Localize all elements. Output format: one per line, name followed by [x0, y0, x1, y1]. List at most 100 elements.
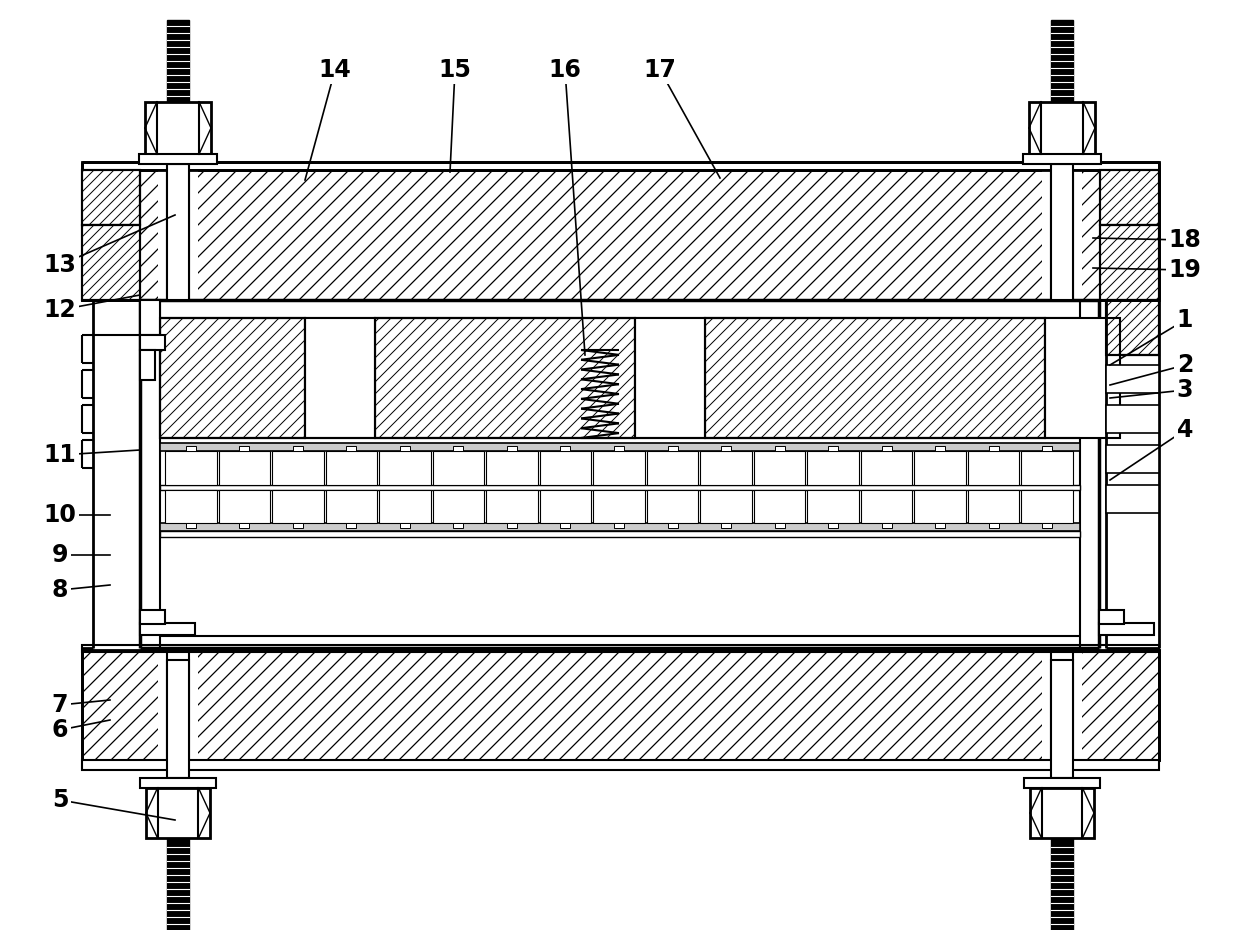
Bar	[139, 154, 217, 164]
Bar	[968, 490, 1019, 523]
Text: 9: 9	[52, 543, 68, 567]
Bar	[861, 451, 913, 485]
Bar	[914, 490, 966, 523]
Bar	[82, 162, 1159, 170]
Bar	[647, 490, 698, 523]
Text: 5: 5	[52, 788, 68, 812]
Bar	[1106, 300, 1159, 355]
Bar	[326, 451, 377, 485]
Bar	[82, 650, 1159, 760]
Bar	[399, 446, 410, 451]
Bar	[165, 451, 217, 485]
Bar	[486, 490, 538, 523]
Text: 16: 16	[548, 58, 582, 82]
Bar	[82, 170, 1159, 300]
Bar	[165, 490, 217, 523]
Bar	[433, 490, 484, 523]
Bar	[82, 170, 1159, 300]
Bar	[1022, 490, 1073, 523]
Bar	[1099, 610, 1123, 624]
Bar	[1052, 660, 1073, 778]
Bar	[968, 451, 1019, 485]
Bar	[82, 225, 140, 300]
Bar	[593, 451, 645, 485]
Bar	[272, 490, 324, 523]
Text: 18: 18	[1168, 228, 1202, 252]
Bar	[507, 523, 517, 528]
Bar	[167, 838, 188, 930]
Bar	[454, 446, 464, 451]
Text: 3: 3	[1177, 378, 1193, 402]
Bar	[1052, 20, 1073, 102]
Text: 15: 15	[439, 58, 471, 82]
Bar	[239, 523, 249, 528]
Bar	[706, 318, 1045, 438]
Bar	[935, 446, 945, 451]
Bar	[828, 523, 838, 528]
Bar	[82, 650, 1159, 760]
Bar	[82, 225, 140, 300]
Bar	[454, 523, 464, 528]
Bar	[1023, 154, 1101, 164]
Text: 7: 7	[52, 693, 68, 717]
Text: 8: 8	[52, 578, 68, 602]
Bar	[1043, 523, 1053, 528]
Bar	[167, 660, 188, 778]
Bar	[701, 451, 751, 485]
Bar	[82, 170, 140, 225]
Bar	[1106, 365, 1159, 393]
Bar	[293, 446, 303, 451]
Bar	[560, 523, 570, 528]
Bar	[160, 523, 1080, 531]
Bar	[720, 446, 732, 451]
Bar	[293, 523, 303, 528]
Bar	[1100, 170, 1159, 225]
Bar	[346, 523, 356, 528]
Text: 10: 10	[43, 503, 77, 527]
Bar	[1106, 405, 1159, 433]
Bar	[160, 318, 305, 438]
Bar	[935, 523, 945, 528]
Bar	[861, 490, 913, 523]
Text: 2: 2	[1177, 353, 1193, 377]
Bar	[326, 490, 377, 523]
Bar	[374, 318, 635, 438]
Bar	[560, 446, 570, 451]
Bar	[374, 318, 635, 438]
Bar	[1100, 225, 1159, 300]
Bar	[882, 523, 892, 528]
Bar	[667, 523, 677, 528]
Bar	[667, 446, 677, 451]
Bar	[775, 446, 785, 451]
Bar	[399, 523, 410, 528]
Bar	[1100, 170, 1159, 225]
Text: 11: 11	[43, 443, 77, 467]
Bar	[186, 523, 196, 528]
Text: 17: 17	[644, 58, 677, 82]
Bar	[486, 451, 538, 485]
Bar	[157, 650, 198, 760]
Bar	[433, 451, 484, 485]
Text: 1: 1	[1177, 308, 1193, 332]
Bar	[1100, 170, 1159, 225]
Bar	[1052, 164, 1073, 300]
Bar	[1106, 485, 1159, 513]
Bar	[140, 623, 195, 635]
Bar	[828, 446, 838, 451]
Bar	[167, 20, 188, 102]
Bar	[647, 451, 698, 485]
Bar	[807, 451, 859, 485]
Bar	[82, 650, 1159, 760]
Bar	[539, 490, 591, 523]
Bar	[157, 170, 198, 300]
Bar	[140, 350, 155, 380]
Bar	[593, 490, 645, 523]
Bar	[1042, 170, 1083, 300]
Text: 6: 6	[52, 718, 68, 742]
Bar	[1029, 102, 1095, 154]
Bar	[1043, 446, 1053, 451]
Bar	[160, 318, 305, 438]
Bar	[82, 225, 140, 300]
Bar	[1052, 838, 1073, 930]
Bar	[614, 446, 624, 451]
